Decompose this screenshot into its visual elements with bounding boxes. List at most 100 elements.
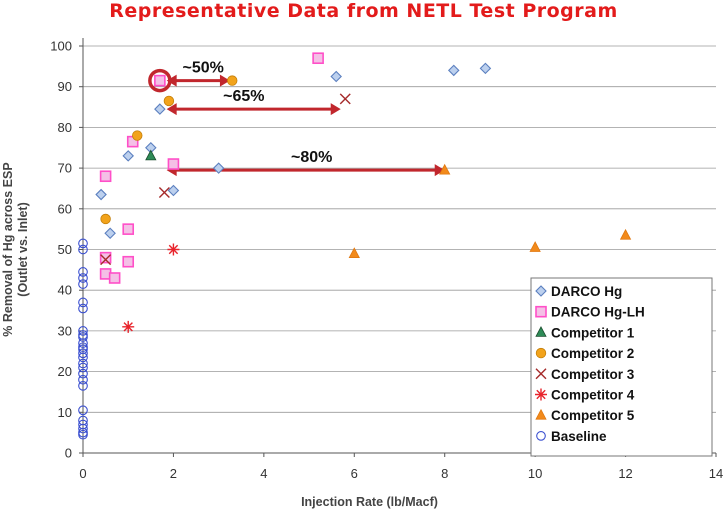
legend-marker xyxy=(535,305,547,318)
competitor-3-point xyxy=(100,254,112,266)
baseline-point xyxy=(78,330,88,340)
baseline-point xyxy=(78,429,88,440)
darco-hg-lh-point xyxy=(154,74,166,87)
legend-label: DARCO Hg xyxy=(551,284,622,299)
baseline-point xyxy=(78,279,88,289)
chart-title: Representative Data from NETL Test Progr… xyxy=(109,0,618,22)
x-tick-label: 10 xyxy=(528,466,542,481)
y-tick-label: 20 xyxy=(58,364,72,379)
baseline-point xyxy=(78,326,88,336)
annotation-arrow-head-left xyxy=(166,74,177,87)
darco-hg-lh-point xyxy=(167,158,180,170)
competitor-5-point xyxy=(619,228,632,240)
darco-hg-lh-point xyxy=(108,272,121,284)
x-tick-label: 4 xyxy=(260,466,267,481)
y-tick-label: 60 xyxy=(58,201,72,216)
baseline-point xyxy=(78,358,88,369)
darco-hg-lh-point xyxy=(99,251,112,264)
y-tick-label: 40 xyxy=(58,283,72,298)
legend-marker xyxy=(535,388,547,401)
legend-label: Competitor 1 xyxy=(551,325,635,340)
competitor-3-point xyxy=(158,187,170,199)
legend-box xyxy=(530,277,713,457)
x-tick-label: 2 xyxy=(170,466,177,481)
legend-marker xyxy=(535,347,547,359)
darco-hg-point xyxy=(479,62,492,75)
baseline-point xyxy=(78,423,88,434)
annotation-arrow-head-right xyxy=(330,103,341,116)
darco-hg-point xyxy=(167,184,180,197)
competitor-2-point xyxy=(163,95,175,107)
darco-hg-point xyxy=(95,188,107,201)
darco-hg-point xyxy=(447,64,460,77)
competitor-1-point xyxy=(145,149,157,161)
legend-marker xyxy=(535,285,547,297)
highlight-circle xyxy=(148,68,172,93)
baseline-point xyxy=(78,368,88,379)
legend-label: Baseline xyxy=(551,429,607,444)
darco-hg-point xyxy=(104,227,116,239)
darco-hg-lh-point xyxy=(122,223,135,235)
baseline-point xyxy=(78,348,88,359)
darco-hg-lh-point xyxy=(122,255,135,268)
legend-marker xyxy=(535,368,547,380)
x-tick-label: 8 xyxy=(441,466,448,481)
baseline-point xyxy=(78,267,88,277)
x-tick-label: 14 xyxy=(709,466,723,481)
competitor-5-point xyxy=(348,247,360,258)
competitor-5-point xyxy=(439,163,451,175)
x-tick-label: 0 xyxy=(79,466,86,481)
baseline-point xyxy=(78,244,88,255)
baseline-point xyxy=(78,362,88,373)
baseline-point xyxy=(78,342,88,353)
legend-marker xyxy=(535,408,547,420)
competitor-2-point xyxy=(132,130,143,141)
competitor-2-point xyxy=(227,75,238,86)
darco-hg-lh-point xyxy=(99,170,112,183)
darco-hg-point xyxy=(212,162,225,174)
x-axis-label: Injection Rate (lb/Macf) xyxy=(301,495,438,509)
legend-label: Competitor 3 xyxy=(551,367,635,382)
legend-label: Competitor 5 xyxy=(551,408,635,423)
x-tick-label: 6 xyxy=(351,466,358,481)
x-tick-label: 12 xyxy=(618,466,632,481)
y-tick-label: 100 xyxy=(50,39,72,54)
competitor-3-point xyxy=(339,93,351,105)
baseline-point xyxy=(78,380,88,391)
y-axis-sublabel: (Outlet vs. Inlet) xyxy=(16,202,30,296)
baseline-point xyxy=(78,405,88,416)
annotation-label: ~50% xyxy=(182,59,223,76)
darco-hg-point xyxy=(330,70,342,83)
darco-hg-lh-point xyxy=(312,52,324,65)
y-tick-label: 0 xyxy=(65,446,72,461)
legend-label: Competitor 2 xyxy=(551,346,634,361)
y-tick-label: 30 xyxy=(58,323,72,338)
baseline-point xyxy=(78,303,88,314)
competitor-2-point xyxy=(100,213,111,225)
competitor-4-point xyxy=(122,320,135,333)
baseline-point xyxy=(78,352,88,363)
legend-marker xyxy=(536,431,546,441)
competitor-4-point xyxy=(167,243,180,256)
legend-label: Competitor 4 xyxy=(551,388,635,403)
competitor-5-point xyxy=(529,241,541,252)
legend-marker xyxy=(535,326,547,337)
annotation-label: ~65% xyxy=(223,88,264,105)
legend-label: DARCO Hg-LH xyxy=(551,305,645,320)
y-tick-label: 70 xyxy=(58,161,72,176)
annotation-arrow-head-left xyxy=(166,103,177,116)
baseline-point xyxy=(78,297,88,308)
darco-hg-point xyxy=(122,150,134,162)
baseline-point xyxy=(78,273,88,283)
annotation-arrow-head-right xyxy=(434,164,445,177)
y-tick-label: 50 xyxy=(58,242,72,257)
darco-hg-point xyxy=(154,103,166,115)
annotation-arrow-head-right xyxy=(219,74,230,87)
y-tick-label: 10 xyxy=(58,405,72,420)
y-axis-label: % Removal of Hg across ESP xyxy=(1,162,15,336)
baseline-point xyxy=(78,374,88,385)
y-tick-label: 80 xyxy=(58,120,72,135)
y-tick-label: 90 xyxy=(58,79,72,94)
annotation-label: ~80% xyxy=(291,149,332,166)
